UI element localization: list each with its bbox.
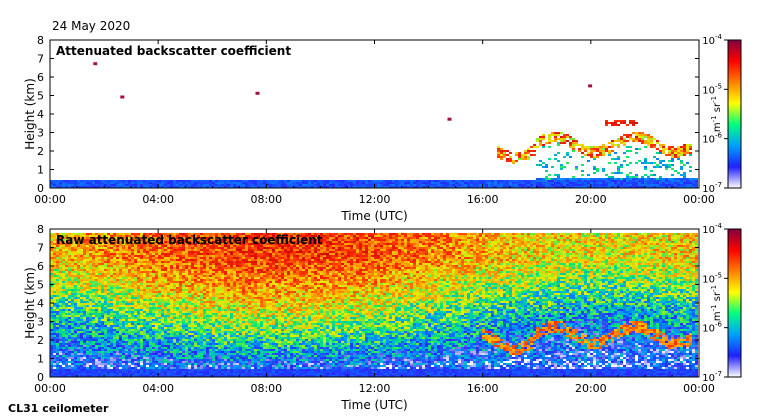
panel-title: Raw attenuated backscatter coefficient: [56, 233, 323, 247]
y-tick-label: 1: [37, 353, 44, 366]
y-tick-label: 8: [37, 223, 44, 236]
panel-title: Attenuated backscatter coefficient: [56, 44, 291, 58]
y-tick-label: 4: [37, 297, 44, 310]
y-tick-label: 3: [37, 316, 44, 329]
x-tick-label: 20:00: [575, 193, 607, 206]
y-tick-label: 2: [37, 334, 44, 347]
y-tick-label: 4: [37, 108, 44, 121]
date-label: 24 May 2020: [52, 19, 131, 33]
y-tick-label: 0: [37, 182, 44, 195]
x-tick-label: 04:00: [142, 193, 174, 206]
colorbar-label: m-1 sr-1: [710, 285, 723, 321]
x-tick-label: 08:00: [250, 382, 282, 395]
colorbar-label: m-1 sr-1: [710, 96, 723, 132]
y-tick-label: 7: [37, 242, 44, 255]
colorbar-tick-label: 10-7: [702, 370, 722, 384]
x-tick-label: 08:00: [250, 193, 282, 206]
colorbar-tick-label: 10-6: [702, 321, 722, 335]
colorbar-tick-label: 10-4: [702, 33, 722, 47]
colorbar-tick-label: 10-6: [702, 132, 722, 146]
instrument-label: CL31 ceilometer: [8, 402, 109, 415]
y-tick-label: 5: [37, 90, 44, 103]
colorbar-tick-label: 10-4: [702, 222, 722, 236]
x-tick-label: 20:00: [575, 382, 607, 395]
heatmap-cells: [50, 233, 698, 377]
y-tick-label: 7: [37, 53, 44, 66]
x-tick-label: 12:00: [359, 382, 391, 395]
colorbar-tick-label: 10-7: [702, 181, 722, 195]
panel-raw-attenuated-backscatter: 0 1 2 3 4 5 6 7 8 00:00 04:00 08:00 12:00 16:00 20:00 0…: [23, 222, 742, 412]
isolated-return: [120, 95, 125, 99]
y-tick-label: 5: [37, 279, 44, 292]
x-tick-label: 04:00: [142, 382, 174, 395]
x-tick-label: 00:00: [683, 382, 715, 395]
isolated-return: [93, 62, 98, 66]
x-tick-label: 00:00: [683, 193, 715, 206]
x-axis-label: Time (UTC): [340, 398, 407, 412]
x-tick-label: 00:00: [34, 193, 66, 206]
isolated-return: [255, 91, 260, 95]
colorbar-tick-label: 10-5: [702, 82, 722, 96]
colorbar-tick-label: 10-5: [702, 271, 722, 285]
y-tick-label: 0: [37, 371, 44, 384]
y-tick-label: 6: [37, 71, 44, 84]
x-axis-label: Time (UTC): [340, 209, 407, 223]
x-tick-label: 16:00: [467, 382, 499, 395]
y-tick-label: 8: [37, 34, 44, 47]
x-tick-label: 12:00: [359, 193, 391, 206]
panel-attenuated-backscatter: 0 1 2 3 4 5 6 7 8 00:00 04:00 08:00 12:00 16:00 20:00 0…: [23, 33, 742, 223]
heatmap-cells: [50, 120, 698, 188]
isolated-return: [447, 117, 452, 121]
plot-area: [50, 40, 699, 188]
y-tick-label: 6: [37, 260, 44, 273]
y-tick-label: 1: [37, 164, 44, 177]
y-axis-label: Height (km): [23, 78, 37, 149]
x-tick-label: 00:00: [34, 382, 66, 395]
colorbar: [727, 228, 742, 378]
y-tick-label: 3: [37, 127, 44, 140]
y-tick-label: 2: [37, 145, 44, 158]
x-tick-label: 16:00: [467, 193, 499, 206]
y-axis-label: Height (km): [23, 267, 37, 338]
isolated-return: [588, 84, 593, 88]
colorbar: [727, 39, 742, 189]
